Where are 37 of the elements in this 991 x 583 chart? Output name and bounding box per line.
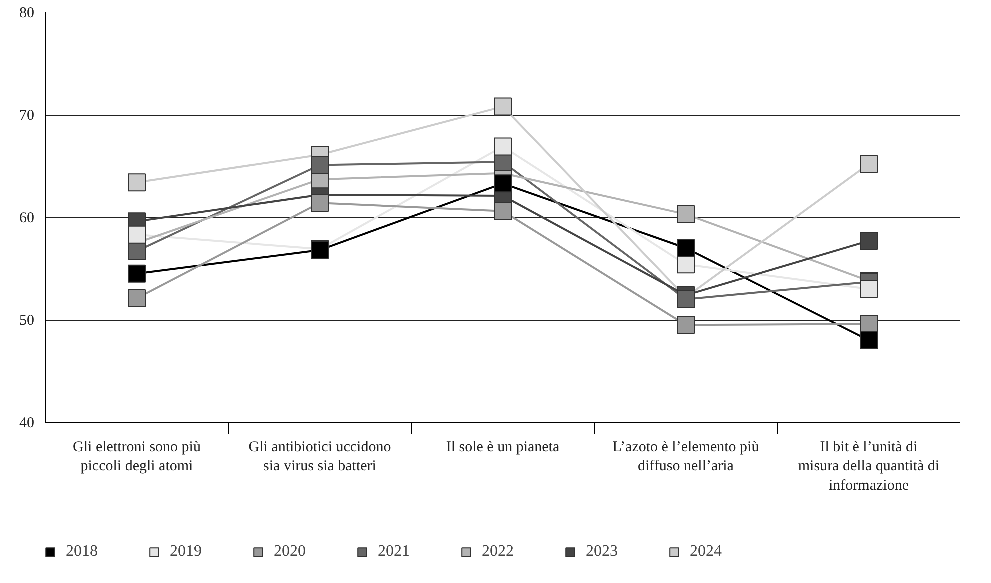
legend-label: 2021 bbox=[378, 543, 410, 561]
y-tick-label: 60 bbox=[20, 210, 34, 226]
legend-label: 2018 bbox=[66, 543, 98, 561]
y-tick-label: 40 bbox=[20, 416, 34, 432]
legend-label: 2019 bbox=[170, 543, 202, 561]
point bbox=[494, 98, 512, 116]
point bbox=[677, 205, 695, 224]
point bbox=[494, 174, 512, 193]
point bbox=[494, 138, 512, 156]
point bbox=[128, 264, 146, 283]
x-tick-label: Il bit è l’unità di misura della quantità di informazione bbox=[798, 440, 940, 494]
x-tick-label: Gli antibiotici uccidono sia virus sia batteri bbox=[248, 440, 392, 475]
point bbox=[128, 174, 146, 192]
legend-label: 2024 bbox=[690, 543, 722, 561]
point bbox=[860, 155, 878, 174]
point bbox=[860, 280, 878, 298]
y-tick-label: 80 bbox=[20, 6, 34, 22]
point bbox=[860, 332, 878, 350]
legend-label: 2022 bbox=[482, 543, 514, 561]
y-tick-label: 70 bbox=[20, 108, 34, 124]
point bbox=[860, 315, 878, 334]
x-tick-label: Il sole è un pianeta bbox=[446, 440, 560, 456]
point bbox=[677, 239, 695, 258]
legend-label: 2020 bbox=[274, 543, 306, 561]
point bbox=[311, 194, 329, 212]
point bbox=[128, 226, 146, 244]
x-tick-label: L’azoto è l’elemento più diffuso nell’aria bbox=[612, 440, 760, 475]
point bbox=[677, 290, 695, 308]
legend-label: 2023 bbox=[586, 543, 618, 561]
point bbox=[494, 202, 512, 220]
point bbox=[677, 316, 695, 334]
x-tick-label: Gli elettroni sono più piccoli degli atomi bbox=[73, 440, 202, 475]
point bbox=[128, 242, 146, 260]
point bbox=[128, 289, 146, 308]
point bbox=[860, 232, 878, 250]
point bbox=[311, 156, 329, 174]
y-tick-label: 50 bbox=[20, 313, 34, 329]
